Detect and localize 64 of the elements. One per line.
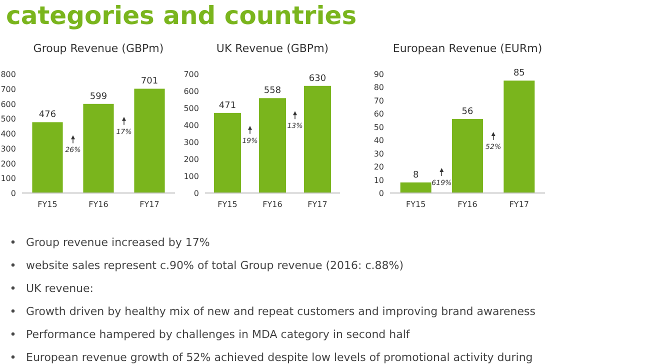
data-label: 558 [264,86,282,96]
y-tick-label: 80 [374,83,384,92]
data-label: 8 [412,170,419,180]
y-tick-label: 60 [374,110,384,119]
y-tick-label: 40 [374,136,384,146]
y-tick-label: 100 [0,174,16,184]
bar [400,182,432,193]
y-tick-label: 30 [374,149,384,158]
y-tick-label: 600 [184,87,199,96]
y-tick-label: 600 [0,100,16,109]
x-tick-label: FY17 [509,200,530,209]
x-tick-label: FY16 [458,200,478,209]
x-tick-label: FY17 [308,200,328,209]
text: UK revenue: [26,282,94,295]
text: Performance hampered by challenges in MDA category in second half [26,328,411,341]
bar [504,80,535,193]
y-tick-label: 200 [0,159,16,168]
data-label: 599 [90,92,108,102]
bar [259,98,286,193]
x-tick-label: FY16 [88,200,108,209]
bar [32,122,63,193]
data-label: 56 [462,106,474,117]
y-tick-label: 10 [374,176,384,185]
y-tick-label: 800 [0,70,16,79]
text: categories and countries [6,1,357,30]
chart-title: Group Revenue (GBPm) [33,42,164,55]
y-tick-label: 300 [0,144,16,154]
y-tick-label: 300 [184,138,199,147]
bar [214,112,241,193]
y-tick-label: 200 [184,155,199,164]
x-tick-label: FY15 [218,200,238,209]
y-tick-label: 0 [378,189,384,198]
text: website sales represent c.90% of total Group revenue (2016: c.88%) [26,259,404,272]
y-tick-label: 90 [374,70,384,79]
text: European revenue growth of 52% achieved despite low levels of promotional activity during [26,351,533,364]
chart-title: UK Revenue (GBPm) [216,42,329,55]
y-tick-label: 500 [184,104,199,113]
bar [304,86,331,193]
data-label: 471 [218,100,236,111]
chart-title: European Revenue (EURm) [392,42,542,55]
bar [83,104,114,193]
x-tick-label: FY16 [262,200,282,209]
x-tick-label: FY15 [406,200,426,209]
y-tick-label: 0 [10,189,16,198]
x-tick-label: FY15 [38,200,58,209]
bar [452,118,483,193]
y-tick-label: 700 [184,70,199,79]
y-tick-label: 700 [0,84,16,94]
x-tick-label: FY17 [140,200,160,209]
y-tick-label: 400 [184,121,199,130]
y-tick-label: 20 [374,162,384,172]
y-tick-label: 70 [374,96,384,106]
y-tick-label: 100 [184,172,199,181]
y-tick-label: 500 [0,114,16,124]
text: Group revenue increased by 17% [26,236,210,249]
bar [134,88,165,193]
data-label: 85 [513,68,525,79]
y-tick-label: 400 [0,130,16,138]
y-tick-label: 50 [374,122,384,132]
data-label: 630 [308,74,326,84]
data-label: 701 [140,76,158,87]
text: Growth driven by healthy mix of new and repeat customers and improving brand awareness [26,305,536,318]
data-label: 476 [38,110,56,120]
y-tick-label: 0 [194,189,199,198]
